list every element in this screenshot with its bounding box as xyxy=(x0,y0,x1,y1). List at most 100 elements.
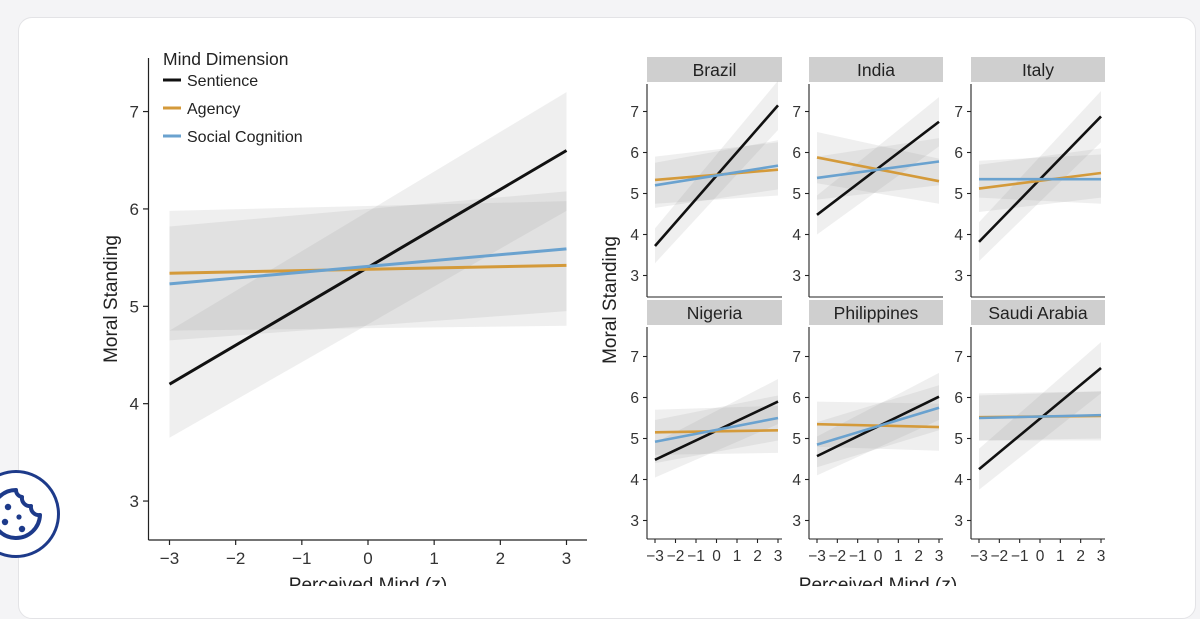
y-tick-label: 7 xyxy=(954,104,963,121)
x-tick-label: 1 xyxy=(1056,548,1065,565)
series-line-social-cognition xyxy=(654,416,779,444)
facet-strip xyxy=(647,300,782,325)
country-facets: Brazil 3 4 5 6 7 India 3 4 5 6 7 Italy 3 4 5 6 7 Nigeria 3 4… xyxy=(600,57,1105,586)
x-tick-label: 1 xyxy=(733,548,742,565)
facet-brazil: Brazil 3 4 5 6 7 xyxy=(630,57,782,298)
legend-label-agency: Agency xyxy=(187,101,240,118)
y-tick-label: 3 xyxy=(792,268,801,285)
series-line-social-cognition xyxy=(816,406,940,446)
y-tick-label: 4 xyxy=(130,395,139,414)
series-line-agency xyxy=(169,263,567,275)
x-tick-label: −1 xyxy=(849,548,867,565)
y-tick-label: 3 xyxy=(630,268,639,285)
x-tick-label: −3 xyxy=(808,548,826,565)
facet-title: Nigeria xyxy=(687,303,743,323)
series-line-social-cognition xyxy=(978,413,1102,420)
x-tick-label: 3 xyxy=(1097,548,1106,565)
x-tick-label: −3 xyxy=(160,549,179,568)
facet-strip xyxy=(971,57,1105,82)
x-tick-label: −2 xyxy=(990,548,1008,565)
x-tick-label: −3 xyxy=(646,548,664,565)
y-tick-label: 3 xyxy=(954,268,963,285)
x-tick-label: 3 xyxy=(774,548,783,565)
x-tick-label: 2 xyxy=(914,548,923,565)
facet-strip xyxy=(647,57,782,82)
facet-strip xyxy=(971,300,1105,325)
legend-label-social: Social Cognition xyxy=(187,129,303,146)
series-line-social-cognition xyxy=(169,247,567,286)
y-tick-label: 3 xyxy=(954,513,963,530)
facet-strip xyxy=(809,57,943,82)
x-tick-label: −1 xyxy=(687,548,705,565)
y-tick-label: 4 xyxy=(630,472,639,489)
x-tick-label: −1 xyxy=(292,549,311,568)
x-tick-label: 0 xyxy=(712,548,721,565)
x-axis-label: Perceived Mind (z) xyxy=(799,575,957,586)
y-tick-label: 5 xyxy=(630,186,639,203)
series-line-social-cognition xyxy=(816,160,940,180)
y-tick-label: 5 xyxy=(792,431,801,448)
x-tick-label: −2 xyxy=(667,548,685,565)
facet-title: Saudi Arabia xyxy=(988,303,1088,323)
y-tick-label: 3 xyxy=(792,513,801,530)
y-axis-label: Moral Standing xyxy=(600,236,621,364)
x-tick-label: 3 xyxy=(935,548,944,565)
x-tick-label: −3 xyxy=(970,548,988,565)
facet-india: India 3 4 5 6 7 xyxy=(792,57,943,298)
y-tick-label: 6 xyxy=(630,390,639,407)
ci-band-sentience xyxy=(979,91,1101,262)
x-tick-label: 0 xyxy=(363,549,372,568)
y-tick-label: 3 xyxy=(630,513,639,530)
overall-panel: 3 4 5 6 7 −3 −2 −1 0 1 2 3 Perceived Mind (z) Moral S… xyxy=(101,58,587,586)
x-tick-label: 1 xyxy=(894,548,903,565)
y-tick-label: 6 xyxy=(792,390,801,407)
y-tick-label: 6 xyxy=(792,145,801,162)
y-tick-label: 4 xyxy=(792,227,801,244)
y-tick-label: 7 xyxy=(130,103,139,122)
facet-title: Brazil xyxy=(693,60,737,80)
x-tick-label: 2 xyxy=(753,548,762,565)
facet-title: India xyxy=(857,60,895,80)
legend: Mind Dimension Sentience Agency Social Cog… xyxy=(163,49,303,146)
x-tick-label: −2 xyxy=(226,549,245,568)
y-tick-label: 5 xyxy=(792,186,801,203)
cookie-settings-button[interactable] xyxy=(0,470,60,558)
x-tick-label: 2 xyxy=(1076,548,1085,565)
x-tick-label: 0 xyxy=(1036,548,1045,565)
y-tick-label: 6 xyxy=(130,200,139,219)
y-tick-label: 5 xyxy=(630,431,639,448)
y-tick-label: 6 xyxy=(954,390,963,407)
cookie-icon xyxy=(0,488,42,540)
y-tick-label: 5 xyxy=(954,431,963,448)
facet-italy: Italy 3 4 5 6 7 xyxy=(954,57,1105,298)
ci-band-agency xyxy=(655,142,778,204)
facet-title: Philippines xyxy=(834,303,919,323)
y-tick-label: 3 xyxy=(130,492,139,511)
x-tick-label: 1 xyxy=(429,549,438,568)
x-tick-label: −2 xyxy=(828,548,846,565)
x-tick-label: 3 xyxy=(562,549,571,568)
y-tick-label: 6 xyxy=(630,145,639,162)
y-tick-label: 4 xyxy=(792,472,801,489)
series-line-agency xyxy=(978,171,1102,190)
facet-title: Italy xyxy=(1022,60,1054,80)
y-tick-label: 7 xyxy=(792,104,801,121)
legend-title: Mind Dimension xyxy=(163,49,288,69)
x-tick-label: −1 xyxy=(1011,548,1029,565)
series-line-agency xyxy=(654,429,779,434)
ci-band-sentience xyxy=(655,379,778,478)
ci-band-sentience xyxy=(655,80,778,264)
y-tick-label: 5 xyxy=(954,186,963,203)
y-tick-label: 6 xyxy=(954,145,963,162)
y-tick-label: 4 xyxy=(630,227,639,244)
y-tick-label: 5 xyxy=(130,297,139,316)
y-axis-label: Moral Standing xyxy=(101,235,122,363)
x-axis-label: Perceived Mind (z) xyxy=(289,575,447,586)
series-line-social-cognition xyxy=(654,164,779,187)
y-tick-label: 4 xyxy=(954,472,963,489)
facet-strip xyxy=(809,300,943,325)
legend-label-sentience: Sentience xyxy=(187,73,258,90)
